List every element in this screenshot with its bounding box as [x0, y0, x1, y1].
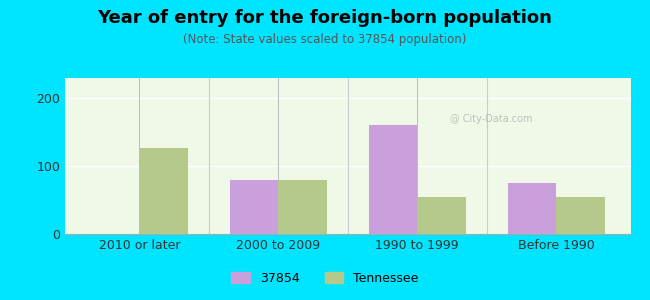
Bar — [278, 180, 327, 234]
Text: Year of entry for the foreign-born population: Year of entry for the foreign-born popul… — [98, 9, 552, 27]
Bar — [229, 180, 278, 234]
Text: (Note: State values scaled to 37854 population): (Note: State values scaled to 37854 popu… — [183, 33, 467, 46]
Text: @ City-Data.com: @ City-Data.com — [450, 114, 533, 124]
Bar — [417, 197, 466, 234]
Bar — [369, 125, 417, 234]
Bar — [556, 197, 604, 234]
Legend: 37854, Tennessee: 37854, Tennessee — [225, 265, 425, 291]
Bar — [508, 183, 556, 234]
Bar — [139, 148, 188, 234]
